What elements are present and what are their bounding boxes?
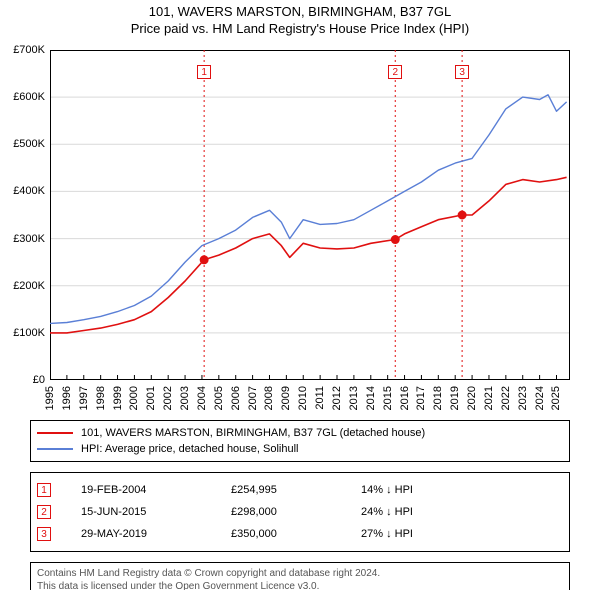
x-tick-label: 1999 (112, 386, 124, 410)
sales-row-marker: 1 (37, 483, 51, 497)
chart-title: 101, WAVERS MARSTON, BIRMINGHAM, B37 7GL… (0, 4, 600, 36)
attribution-line-1: Contains HM Land Registry data © Crown c… (37, 567, 563, 580)
x-tick-label: 2003 (179, 386, 191, 410)
legend-item: HPI: Average price, detached house, Soli… (37, 441, 563, 457)
y-tick-label: £100K (0, 327, 45, 339)
x-tick-label: 1995 (44, 386, 56, 410)
y-tick-label: £200K (0, 280, 45, 292)
x-tick-label: 2009 (280, 386, 292, 410)
sales-row-price: £298,000 (231, 506, 361, 518)
x-tick-label: 2006 (230, 386, 242, 410)
y-tick-label: £0 (0, 374, 45, 386)
x-tick-label: 2019 (449, 386, 461, 410)
sales-row-date: 19-FEB-2004 (81, 484, 231, 496)
legend-swatch (37, 448, 73, 450)
x-tick-label: 2018 (432, 386, 444, 410)
sale-marker-box: 1 (197, 65, 211, 79)
x-tick-label: 2015 (382, 386, 394, 410)
x-tick-label: 2007 (247, 386, 259, 410)
sales-row-price: £254,995 (231, 484, 361, 496)
x-tick-label: 2001 (145, 386, 157, 410)
legend-item: 101, WAVERS MARSTON, BIRMINGHAM, B37 7GL… (37, 425, 563, 441)
x-tick-label: 2004 (196, 386, 208, 410)
y-tick-label: £400K (0, 185, 45, 197)
x-tick-label: 1998 (95, 386, 107, 410)
x-tick-label: 2024 (534, 386, 546, 410)
x-tick-label: 2008 (263, 386, 275, 410)
x-tick-label: 2021 (483, 386, 495, 410)
x-tick-label: 2000 (128, 386, 140, 410)
legend-swatch (37, 432, 73, 434)
sales-row: 1 19-FEB-2004£254,99514% ↓ HPI (37, 479, 563, 501)
x-tick-label: 1996 (61, 386, 73, 410)
legend-label: HPI: Average price, detached house, Soli… (81, 443, 299, 455)
attribution-box: Contains HM Land Registry data © Crown c… (30, 562, 570, 590)
title-line-1: 101, WAVERS MARSTON, BIRMINGHAM, B37 7GL (0, 4, 600, 19)
x-tick-label: 2013 (348, 386, 360, 410)
x-tick-label: 2025 (550, 386, 562, 410)
sale-marker-box: 2 (388, 65, 402, 79)
sales-row-delta: 14% ↓ HPI (361, 484, 413, 496)
x-tick-label: 2002 (162, 386, 174, 410)
x-tick-label: 2022 (500, 386, 512, 410)
chart-plot-area (50, 50, 570, 380)
sale-marker-box: 3 (455, 65, 469, 79)
x-tick-label: 2010 (297, 386, 309, 410)
attribution-line-2: This data is licensed under the Open Gov… (37, 580, 563, 590)
x-tick-label: 1997 (78, 386, 90, 410)
legend-box: 101, WAVERS MARSTON, BIRMINGHAM, B37 7GL… (30, 420, 570, 462)
sales-row-marker: 3 (37, 527, 51, 541)
chart-svg (50, 50, 570, 380)
legend-label: 101, WAVERS MARSTON, BIRMINGHAM, B37 7GL… (81, 427, 425, 439)
sales-row: 2 15-JUN-2015£298,00024% ↓ HPI (37, 501, 563, 523)
x-tick-label: 2014 (365, 386, 377, 410)
sales-row-date: 29-MAY-2019 (81, 528, 231, 540)
sales-row: 3 29-MAY-2019£350,00027% ↓ HPI (37, 523, 563, 545)
y-tick-label: £300K (0, 233, 45, 245)
x-tick-label: 2012 (331, 386, 343, 410)
sales-row-delta: 27% ↓ HPI (361, 528, 413, 540)
x-tick-label: 2016 (399, 386, 411, 410)
y-tick-label: £500K (0, 138, 45, 150)
sales-row-date: 15-JUN-2015 (81, 506, 231, 518)
x-tick-label: 2017 (415, 386, 427, 410)
title-line-2: Price paid vs. HM Land Registry's House … (0, 21, 600, 36)
y-tick-label: £600K (0, 91, 45, 103)
below-chart-stack: 101, WAVERS MARSTON, BIRMINGHAM, B37 7GL… (30, 420, 570, 590)
sales-row-price: £350,000 (231, 528, 361, 540)
x-tick-label: 2023 (517, 386, 529, 410)
y-tick-label: £700K (0, 44, 45, 56)
sales-row-marker: 2 (37, 505, 51, 519)
page: 101, WAVERS MARSTON, BIRMINGHAM, B37 7GL… (0, 0, 600, 590)
sales-row-delta: 24% ↓ HPI (361, 506, 413, 518)
x-tick-label: 2011 (314, 386, 326, 410)
sales-table: 1 19-FEB-2004£254,99514% ↓ HPI 2 15-JUN-201… (30, 472, 570, 552)
x-tick-label: 2020 (466, 386, 478, 410)
x-tick-label: 2005 (213, 386, 225, 410)
